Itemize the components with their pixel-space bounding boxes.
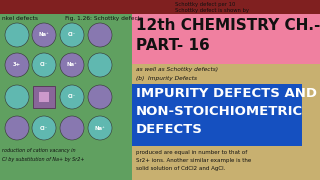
FancyBboxPatch shape	[33, 86, 55, 108]
Circle shape	[5, 23, 29, 47]
Text: roduction of cation vacancy in: roduction of cation vacancy in	[2, 148, 76, 153]
Text: Sr2+ ions. Another similar example is the: Sr2+ ions. Another similar example is th…	[136, 158, 251, 163]
Circle shape	[60, 53, 84, 77]
FancyBboxPatch shape	[0, 0, 320, 14]
Text: produced are equal in number to that of: produced are equal in number to that of	[136, 150, 247, 155]
Text: (b)  Impurity Defects: (b) Impurity Defects	[136, 76, 197, 81]
Circle shape	[88, 53, 112, 77]
Text: Fig. 1.26: Schottky defects: Fig. 1.26: Schottky defects	[65, 16, 143, 21]
Text: IMPURITY DEFECTS AND: IMPURITY DEFECTS AND	[136, 87, 317, 100]
Text: NON-STOICHIOMETRIC: NON-STOICHIOMETRIC	[136, 105, 303, 118]
Circle shape	[5, 85, 29, 109]
FancyBboxPatch shape	[0, 14, 132, 180]
Text: Schottky defect per 10: Schottky defect per 10	[175, 2, 236, 7]
Text: 3+: 3+	[13, 62, 21, 68]
Text: Na⁺: Na⁺	[95, 125, 105, 130]
Text: nkel defects: nkel defects	[2, 16, 38, 21]
Circle shape	[88, 23, 112, 47]
Circle shape	[32, 116, 56, 140]
Circle shape	[88, 85, 112, 109]
Circle shape	[60, 85, 84, 109]
Circle shape	[60, 23, 84, 47]
Text: Na⁺: Na⁺	[39, 33, 49, 37]
Text: Cl⁻: Cl⁻	[40, 62, 48, 68]
Text: DEFECTS: DEFECTS	[136, 123, 203, 136]
Circle shape	[32, 53, 56, 77]
Text: Cl⁻: Cl⁻	[40, 125, 48, 130]
Circle shape	[88, 116, 112, 140]
Text: Na⁺: Na⁺	[67, 62, 77, 68]
Text: Cl by substitution of Na+ by Sr2+: Cl by substitution of Na+ by Sr2+	[2, 157, 84, 162]
Circle shape	[5, 116, 29, 140]
FancyBboxPatch shape	[39, 92, 49, 102]
Circle shape	[60, 116, 84, 140]
Text: Schottky defect is shown by: Schottky defect is shown by	[175, 8, 249, 13]
Text: Cl⁻: Cl⁻	[68, 94, 76, 100]
Text: as well as Schottky defects): as well as Schottky defects)	[136, 67, 218, 72]
FancyBboxPatch shape	[132, 14, 320, 64]
Circle shape	[32, 23, 56, 47]
Text: solid solution of CdCl2 and AgCl.: solid solution of CdCl2 and AgCl.	[136, 166, 225, 171]
FancyBboxPatch shape	[132, 84, 302, 146]
Text: 12th CHEMISTRY CH.- 1: 12th CHEMISTRY CH.- 1	[136, 18, 320, 33]
Text: Cl⁻: Cl⁻	[68, 33, 76, 37]
Text: PART- 16: PART- 16	[136, 38, 210, 53]
Circle shape	[5, 53, 29, 77]
